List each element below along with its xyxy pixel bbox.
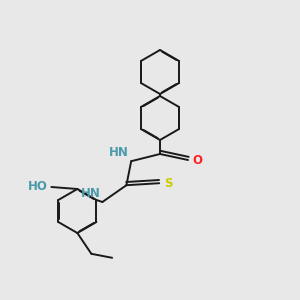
Text: HN: HN xyxy=(109,146,129,159)
Text: O: O xyxy=(193,154,203,166)
Text: S: S xyxy=(164,177,172,190)
Text: HO: HO xyxy=(28,181,47,194)
Text: HN: HN xyxy=(80,187,100,200)
